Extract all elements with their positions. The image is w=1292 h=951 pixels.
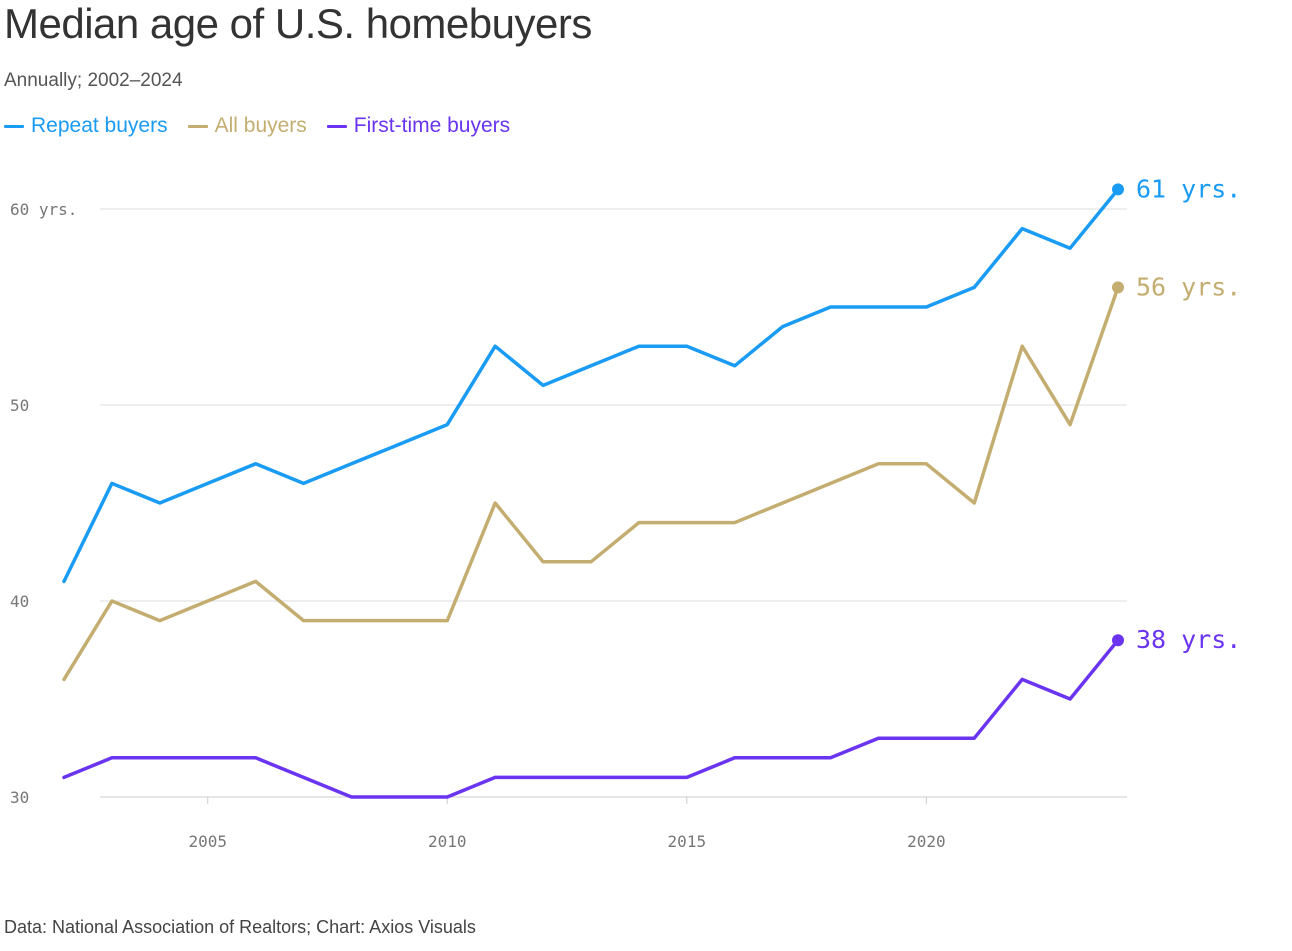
legend-swatch-repeat-buyers xyxy=(4,124,24,128)
series-line-repeat-buyers xyxy=(62,187,1120,584)
end-point-all-buyers xyxy=(1112,281,1124,294)
grid-layer xyxy=(100,208,1127,798)
end-label-all-buyers: 56 yrs. xyxy=(1136,272,1241,301)
x-tick-label-2020: 2020 xyxy=(907,832,946,851)
chart-title: Median age of U.S. homebuyers xyxy=(4,0,592,47)
source-note: Data: National Association of Realtors; … xyxy=(4,917,476,937)
legend-item-repeat-buyers: Repeat buyers xyxy=(4,114,168,138)
end-point-repeat-buyers xyxy=(1112,183,1124,196)
legend-item-all-buyers: All buyers xyxy=(187,114,307,138)
x-tick-label-2005: 2005 xyxy=(188,832,227,851)
chart-subtitle: Annually; 2002–2024 xyxy=(4,70,183,91)
series-line-first-time-buyers xyxy=(62,638,1120,799)
legend-label-first-time-buyers: First-time buyers xyxy=(353,114,511,137)
end-label-layer: 61 yrs. 56 yrs. 38 yrs. xyxy=(1112,174,1241,654)
end-label-repeat-buyers: 61 yrs. xyxy=(1136,174,1241,203)
y-tick-label-30: 30 xyxy=(10,788,29,807)
legend: Repeat buyers All buyers First-time buye… xyxy=(4,114,510,138)
legend-swatch-first-time-buyers xyxy=(326,124,347,128)
end-point-first-time-buyers xyxy=(1112,634,1124,647)
y-tick-label-60: 60 yrs. xyxy=(10,200,77,219)
x-tick-label-2010: 2010 xyxy=(428,832,467,851)
series-line-all-buyers xyxy=(62,285,1120,682)
legend-item-first-time-buyers: First-time buyers xyxy=(326,114,511,138)
end-label-first-time-buyers: 38 yrs. xyxy=(1136,625,1241,654)
x-tick-label-2015: 2015 xyxy=(668,832,707,851)
legend-label-all-buyers: All buyers xyxy=(214,114,307,137)
axis-layer: 30 40 50 60 yrs. 2005 2010 2015 2020 xyxy=(10,200,946,851)
series-layer xyxy=(62,187,1120,799)
legend-label-repeat-buyers: Repeat buyers xyxy=(31,114,168,137)
y-tick-label-40: 40 xyxy=(10,592,29,611)
legend-swatch-all-buyers xyxy=(187,124,208,128)
y-tick-label-50: 50 xyxy=(10,396,29,415)
